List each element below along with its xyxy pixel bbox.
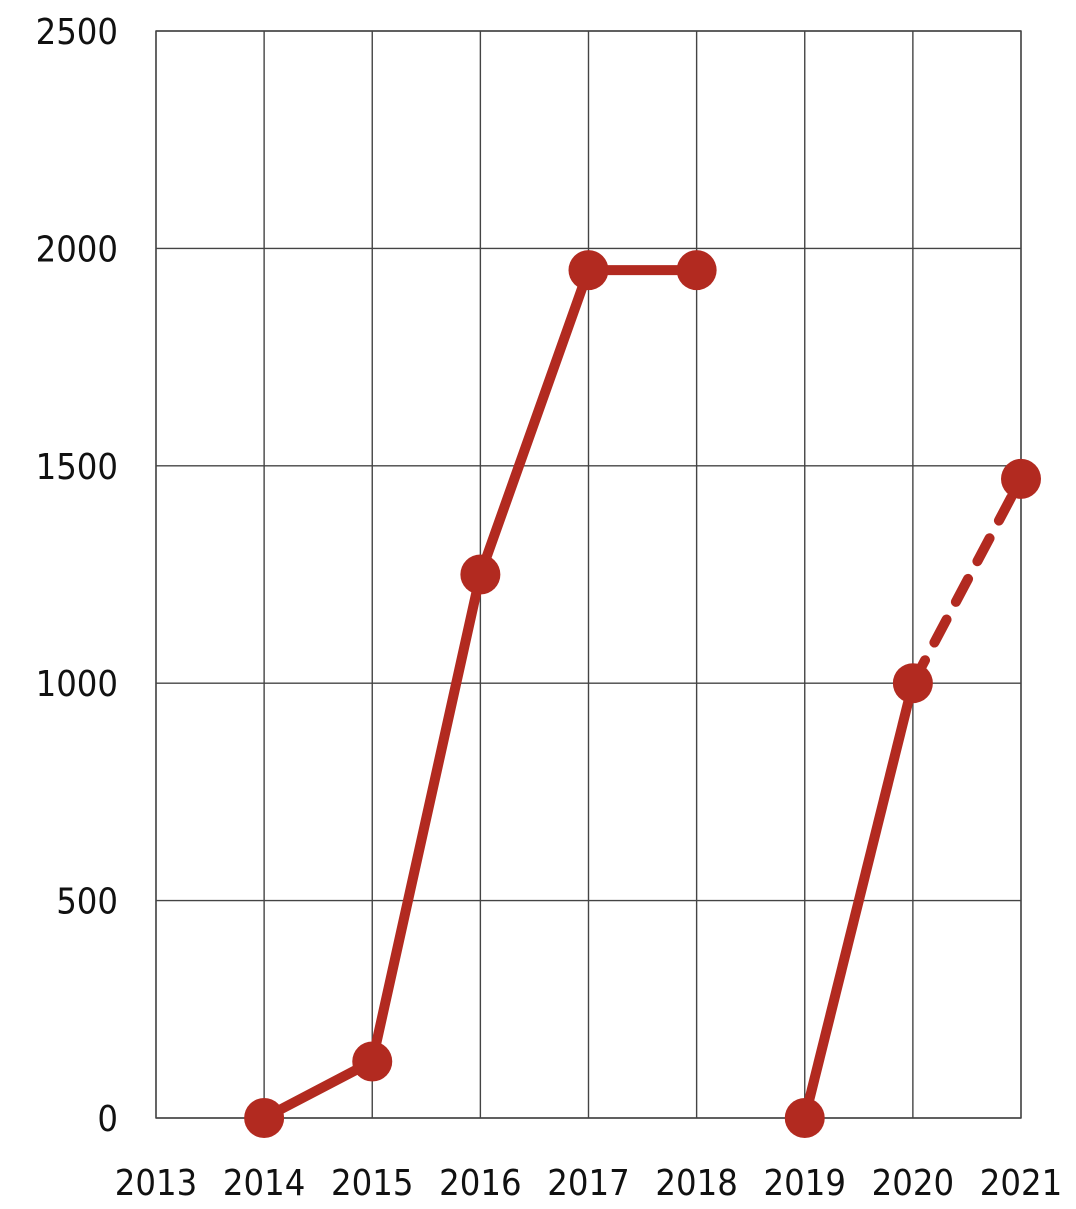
data-point [244,1098,285,1138]
data-point [460,554,501,595]
plot-frame [155,30,1022,1119]
data-point [892,663,933,704]
data-point [676,250,717,291]
y-axis-ticks: 0 500 1000 1500 2000 2500 [36,12,118,1140]
y-tick-label: 1500 [36,447,118,488]
x-tick-label: 2020 [872,1163,954,1204]
y-tick-label: 2500 [36,12,118,53]
data-point [784,1098,825,1138]
y-tick-label: 0 [97,1099,118,1140]
x-tick-label: 2014 [223,1163,305,1204]
dashed-series-line [907,473,1026,689]
x-tick-label: 2018 [655,1163,737,1204]
data-point [1001,458,1041,499]
data-point [352,1041,393,1082]
y-tick-label: 2000 [36,229,118,270]
x-axis-ticks: 2013 2014 2015 2016 2017 2018 2019 2020 2021 [115,1163,1062,1204]
x-tick-label: 2013 [115,1163,197,1204]
x-tick-label: 2019 [764,1163,846,1204]
series-line [799,681,918,1120]
y-tick-label: 500 [56,882,118,923]
x-tick-label: 2016 [439,1163,521,1204]
grid [155,30,1022,1119]
y-tick-label: 1000 [36,664,118,705]
x-tick-label: 2017 [547,1163,629,1204]
x-tick-label: 2015 [331,1163,413,1204]
x-tick-label: 2021 [980,1163,1062,1204]
data-points [244,250,1041,1138]
data-point [568,250,609,291]
